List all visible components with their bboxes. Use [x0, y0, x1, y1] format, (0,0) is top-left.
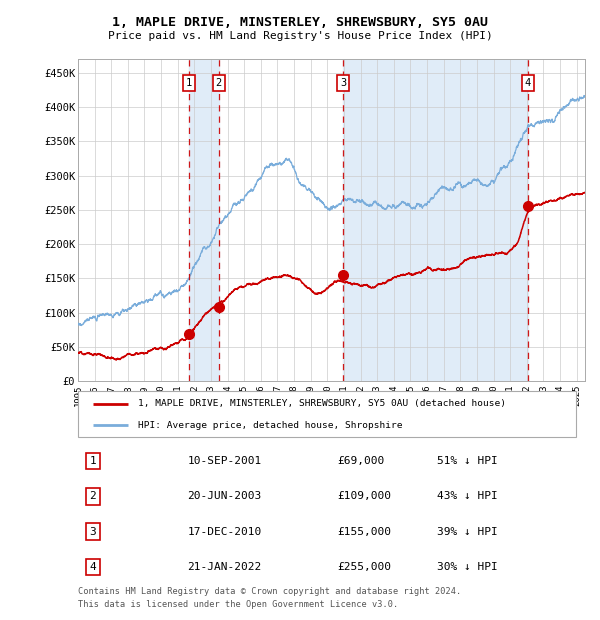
Text: £109,000: £109,000 — [337, 492, 391, 502]
Text: 1: 1 — [89, 456, 97, 466]
Text: Price paid vs. HM Land Registry's House Price Index (HPI): Price paid vs. HM Land Registry's House … — [107, 31, 493, 41]
Text: This data is licensed under the Open Government Licence v3.0.: This data is licensed under the Open Gov… — [78, 600, 398, 609]
Text: 21-JAN-2022: 21-JAN-2022 — [188, 562, 262, 572]
Text: 10-SEP-2001: 10-SEP-2001 — [188, 456, 262, 466]
Text: 4: 4 — [524, 78, 531, 88]
Text: 39% ↓ HPI: 39% ↓ HPI — [437, 527, 497, 537]
Text: 20-JUN-2003: 20-JUN-2003 — [188, 492, 262, 502]
Text: 43% ↓ HPI: 43% ↓ HPI — [437, 492, 497, 502]
Text: HPI: Average price, detached house, Shropshire: HPI: Average price, detached house, Shro… — [138, 420, 402, 430]
Text: 3: 3 — [340, 78, 346, 88]
Text: 1, MAPLE DRIVE, MINSTERLEY, SHREWSBURY, SY5 0AU: 1, MAPLE DRIVE, MINSTERLEY, SHREWSBURY, … — [112, 16, 488, 29]
Text: £69,000: £69,000 — [337, 456, 384, 466]
Text: 51% ↓ HPI: 51% ↓ HPI — [437, 456, 497, 466]
Text: 2: 2 — [89, 492, 97, 502]
Bar — [343, 59, 528, 381]
Text: £255,000: £255,000 — [337, 562, 391, 572]
Text: 3: 3 — [89, 527, 97, 537]
Text: 2: 2 — [215, 78, 222, 88]
FancyBboxPatch shape — [78, 391, 576, 437]
Text: 17-DEC-2010: 17-DEC-2010 — [188, 527, 262, 537]
Text: Contains HM Land Registry data © Crown copyright and database right 2024.: Contains HM Land Registry data © Crown c… — [78, 587, 461, 596]
Text: £155,000: £155,000 — [337, 527, 391, 537]
Text: 30% ↓ HPI: 30% ↓ HPI — [437, 562, 497, 572]
Bar — [189, 59, 219, 381]
Text: 4: 4 — [89, 562, 97, 572]
Text: 1: 1 — [186, 78, 193, 88]
Text: 1, MAPLE DRIVE, MINSTERLEY, SHREWSBURY, SY5 0AU (detached house): 1, MAPLE DRIVE, MINSTERLEY, SHREWSBURY, … — [138, 399, 506, 408]
